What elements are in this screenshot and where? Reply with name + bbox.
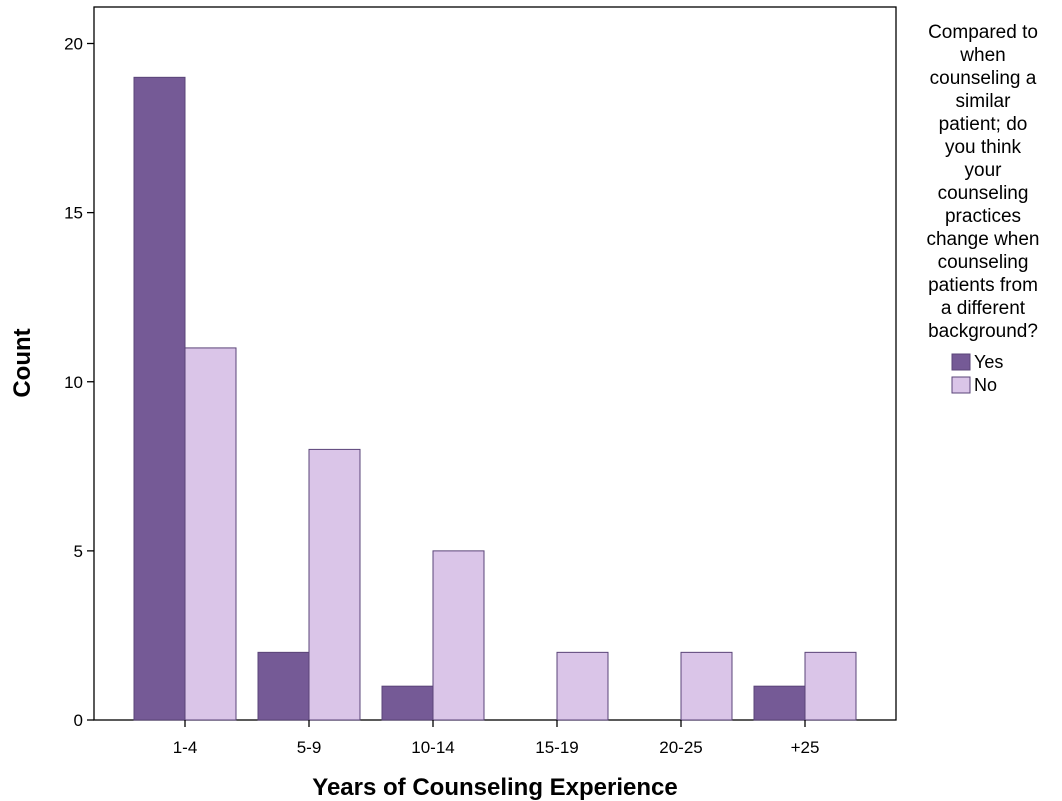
bar-yes-5-9 [257,651,310,721]
bar-no-10-14 [432,550,485,721]
x-tick-label-15-19: 15-19 [535,738,578,757]
legend-title-line: change when [926,229,1039,250]
bar-yes-10-14 [381,685,434,721]
bar-no-5-9 [308,448,361,721]
legend-title-line: patients from [928,275,1038,296]
legend-title-line: background? [928,321,1038,342]
x-tick-label-10-14: 10-14 [411,738,454,757]
legend-title-line: practices [945,206,1021,227]
bar-yes-+25 [753,685,806,721]
x-tick-label-1-4: 1-4 [173,738,198,757]
legend-swatch-yes [951,353,971,371]
bar-no-1-4 [184,347,237,721]
legend-title-line: similar [956,91,1012,112]
bar-no-20-25 [680,651,733,721]
legend-title-line: counseling [938,252,1029,273]
y-tick-label-5: 5 [74,542,83,561]
x-axis-title: Years of Counseling Experience [312,774,677,801]
x-tick-label-+25: +25 [791,738,820,757]
legend-swatch-no [951,376,971,394]
y-axis-title: Count [9,328,36,397]
legend-title-line: your [965,160,1003,181]
legend-label-no: No [974,375,997,395]
y-axis: 0 5 10 15 20 [64,35,94,730]
legend-title-line: a different [941,298,1026,319]
legend-title-line: counseling [938,183,1029,204]
legend-label-yes: Yes [974,352,1003,372]
y-tick-label-10: 10 [64,373,83,392]
legend-title-line: patient; do [939,114,1028,135]
x-tick-label-20-25: 20-25 [659,738,702,757]
y-tick-label-15: 15 [64,204,83,223]
y-tick-label-0: 0 [74,711,83,730]
legend-title-line: Compared to [928,22,1038,43]
x-axis: 1-4 5-9 10-14 15-19 20-25 +25 [173,720,820,757]
bar-no-15-19 [556,651,609,721]
bars-group [133,76,857,721]
legend-entries: Yes No [951,352,1003,395]
y-tick-label-20: 20 [64,35,83,54]
legend-title-line: when [959,45,1005,66]
legend-title-line: you think [945,137,1022,158]
bar-yes-1-4 [133,76,186,721]
x-tick-label-5-9: 5-9 [297,738,322,757]
legend-title-line: counseling a [930,68,1037,89]
bar-no-+25 [804,651,857,721]
